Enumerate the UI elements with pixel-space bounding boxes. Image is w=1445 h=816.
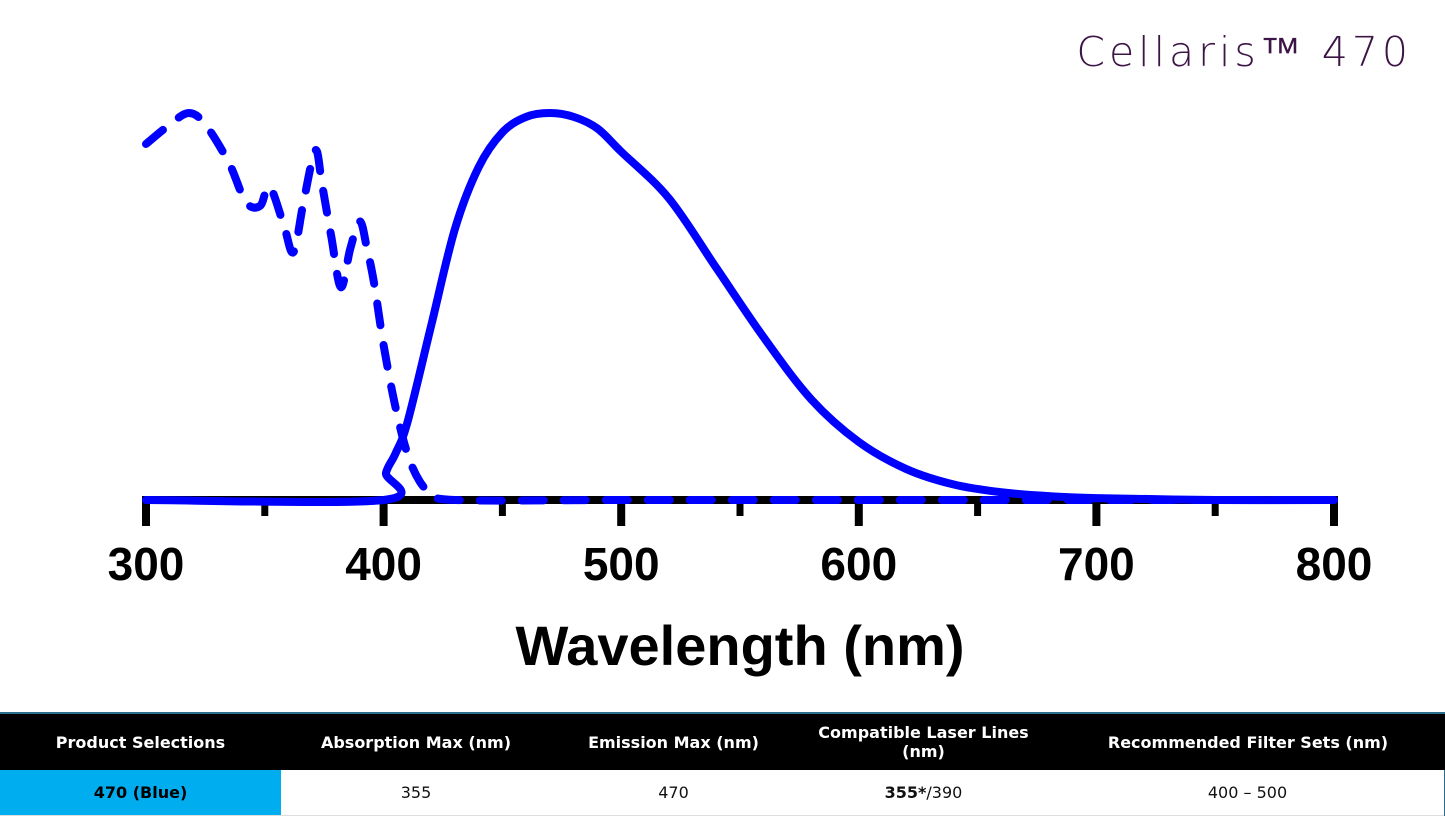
table-row: 470 (Blue) 355 470 355*/390 400 – 500 bbox=[0, 770, 1445, 816]
tick-labels: 300 400 500 600 700 800 bbox=[108, 538, 1373, 590]
product-cell: 470 (Blue) bbox=[0, 770, 281, 816]
x-axis-title: Wavelength (nm) bbox=[515, 614, 964, 677]
header-filter-sets: Recommended Filter Sets (nm) bbox=[1051, 712, 1445, 770]
header-laser-lines: Compatible Laser Lines (nm) bbox=[796, 712, 1051, 770]
laser-secondary: /390 bbox=[926, 783, 963, 802]
header-absorption-max: Absorption Max (nm) bbox=[281, 712, 551, 770]
x-tick-label: 400 bbox=[345, 538, 422, 590]
x-tick-label: 700 bbox=[1058, 538, 1135, 590]
header-emission-max: Emission Max (nm) bbox=[551, 712, 796, 770]
spec-table: Product Selections Absorption Max (nm) E… bbox=[0, 712, 1445, 816]
product-title: Cellaris™ 470 bbox=[1076, 28, 1412, 76]
spectrum-chart: 300 400 500 600 700 800 Wavelength (nm) bbox=[108, 109, 1373, 677]
laser-lines-cell: 355*/390 bbox=[796, 770, 1051, 816]
x-tick-label: 500 bbox=[583, 538, 660, 590]
laser-primary: 355* bbox=[884, 783, 927, 802]
absorption-curve bbox=[142, 109, 1338, 505]
series-layer bbox=[142, 109, 1338, 507]
table-header-row: Product Selections Absorption Max (nm) E… bbox=[0, 712, 1445, 770]
absorption-max-cell: 355 bbox=[281, 770, 551, 816]
header-product-selections: Product Selections bbox=[0, 712, 281, 770]
emission-max-cell: 470 bbox=[551, 770, 796, 816]
emission-curve bbox=[142, 109, 1338, 507]
x-tick-label: 800 bbox=[1296, 538, 1373, 590]
x-tick-label: 300 bbox=[108, 538, 185, 590]
filter-sets-cell: 400 – 500 bbox=[1051, 770, 1445, 816]
x-tick-label: 600 bbox=[820, 538, 897, 590]
